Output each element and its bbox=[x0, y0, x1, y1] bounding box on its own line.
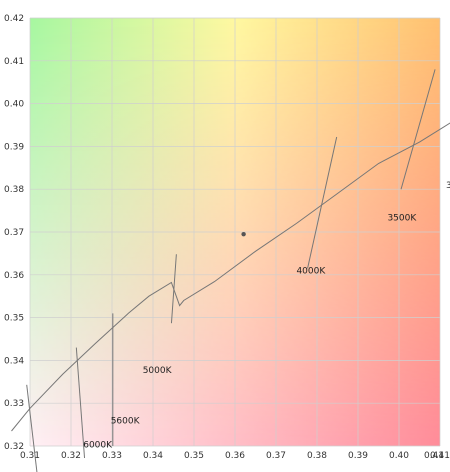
y-tick-label: 0.37 bbox=[4, 228, 24, 238]
isotherm-lines bbox=[26, 69, 436, 472]
isotherm-label-5000k: 5000K bbox=[143, 366, 173, 376]
edge-text: 3 bbox=[446, 181, 450, 191]
y-tick-labels: 0.32 0.33 0.34 0.35 0.36 0.37 0.38 0.39 0.40 0.41… bbox=[4, 14, 24, 452]
x-tick-label-extra: 0.41 bbox=[424, 451, 444, 461]
isotherm-label-3500k: 3500K bbox=[387, 213, 417, 223]
x-tick-label: 0.40 bbox=[389, 451, 409, 461]
y-tick-label: 0.36 bbox=[4, 271, 24, 281]
isotherm-labels: 6000K 5600K 5000K 4000K 3500K bbox=[83, 213, 417, 450]
isotherm-4000k bbox=[307, 136, 338, 269]
y-tick-label: 0.40 bbox=[4, 100, 24, 110]
data-points bbox=[241, 231, 246, 237]
x-tick-label: 0.37 bbox=[266, 451, 286, 461]
isotherm-unlabeled bbox=[26, 384, 38, 472]
y-tick-label: 0.33 bbox=[4, 399, 24, 409]
y-tick-label: 0.39 bbox=[4, 142, 24, 152]
x-tick-label: 0.32 bbox=[61, 451, 81, 461]
x-tick-labels: 0.31 0.32 0.33 0.34 0.35 0.36 0.37 0.38 0.39 0.40… bbox=[20, 451, 450, 461]
isotherm-label-4000k: 4000K bbox=[296, 267, 326, 277]
y-tick-label: 0.34 bbox=[4, 356, 24, 366]
y-tick-label: 0.32 bbox=[4, 442, 24, 452]
x-tick-label: 0.36 bbox=[225, 451, 245, 461]
x-tick-label: 0.31 bbox=[20, 451, 40, 461]
isotherm-3500k bbox=[400, 69, 436, 190]
y-tick-label: 0.41 bbox=[4, 57, 24, 67]
y-tick-label: 0.35 bbox=[4, 314, 24, 324]
gridlines bbox=[29, 17, 441, 447]
x-tick-label: 0.41 bbox=[430, 451, 450, 461]
locus-line bbox=[11, 122, 450, 432]
data-point bbox=[241, 231, 246, 237]
y-tick-label: 0.38 bbox=[4, 185, 24, 195]
x-tick-label: 0.35 bbox=[184, 451, 204, 461]
x-tick-label: 0.39 bbox=[348, 451, 368, 461]
isotherm-label-5600k: 5600K bbox=[111, 417, 141, 427]
x-tick-label: 0.34 bbox=[143, 451, 163, 461]
y-tick-label: 0.42 bbox=[4, 14, 24, 24]
planckian-locus bbox=[11, 122, 450, 432]
isotherm-label-6000k: 6000K bbox=[83, 441, 113, 451]
x-tick-label: 0.38 bbox=[307, 451, 327, 461]
x-tick-label: 0.33 bbox=[102, 451, 122, 461]
isotherm-5000k bbox=[170, 254, 177, 324]
isotherm-6000k bbox=[75, 347, 86, 459]
